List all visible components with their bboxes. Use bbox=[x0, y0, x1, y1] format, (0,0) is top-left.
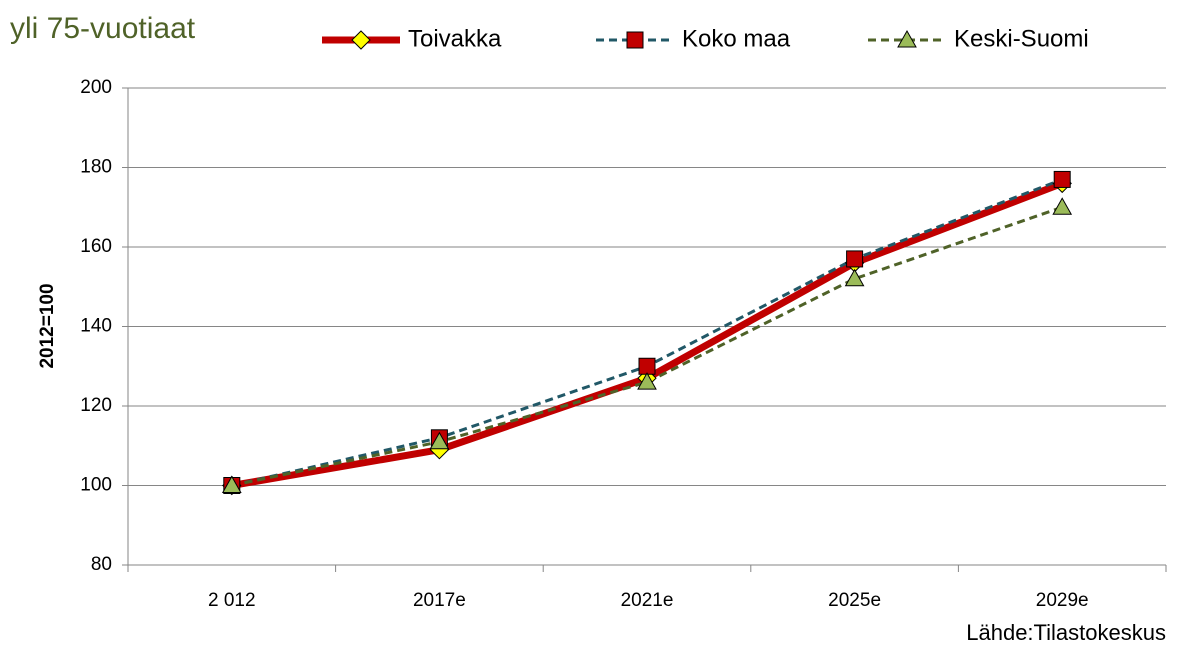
data-point bbox=[844, 268, 865, 287]
y-tick-label: 120 bbox=[80, 395, 112, 416]
data-point bbox=[637, 372, 657, 390]
legend-marker bbox=[351, 30, 371, 50]
y-tick-label: 200 bbox=[80, 77, 112, 98]
source: Lähde:Tilastokeskus bbox=[966, 620, 1166, 645]
series-line bbox=[231, 205, 1063, 487]
legend-marker bbox=[897, 29, 917, 48]
legend-marker bbox=[626, 31, 644, 49]
data-point bbox=[1053, 170, 1071, 188]
legend-label: Toivakka bbox=[408, 25, 502, 52]
x-tick-label: 2025e bbox=[828, 590, 881, 611]
chart-title: yli 75-vuotiaat bbox=[10, 12, 196, 45]
y-tick-label: 160 bbox=[80, 236, 112, 257]
x-tick-label: 2021e bbox=[621, 590, 674, 611]
data-point bbox=[429, 431, 450, 450]
y-tick-label: 180 bbox=[80, 157, 112, 178]
series-line bbox=[231, 178, 1063, 487]
y-axis-label: 2012=100 bbox=[37, 283, 58, 368]
legend-label: Koko maa bbox=[682, 25, 791, 52]
data-point bbox=[638, 357, 656, 375]
x-tick-label: 2 012 bbox=[208, 590, 256, 611]
x-tick-label: 2017e bbox=[413, 590, 466, 611]
data-point bbox=[846, 250, 864, 268]
y-tick-label: 80 bbox=[91, 554, 112, 575]
data-point bbox=[1052, 197, 1073, 215]
y-tick-label: 100 bbox=[80, 475, 112, 496]
y-tick-label: 140 bbox=[80, 316, 112, 337]
data-point bbox=[221, 475, 242, 493]
legend-label: Keski-Suomi bbox=[954, 25, 1089, 52]
x-tick-label: 2029e bbox=[1036, 590, 1089, 611]
